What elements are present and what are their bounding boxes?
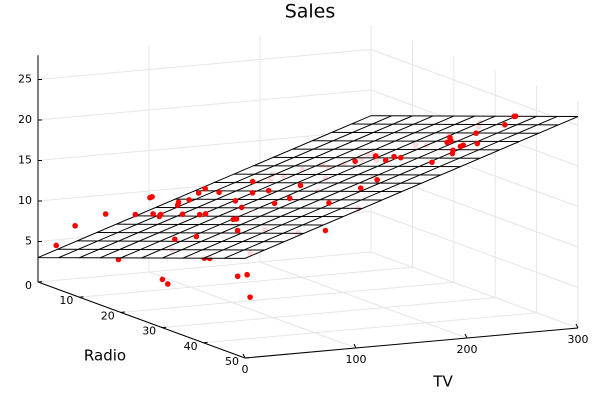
- grid-line: [370, 251, 579, 329]
- data-point: [512, 113, 519, 119]
- x-tick-label: 300: [568, 333, 589, 346]
- plane-grid: [203, 115, 537, 259]
- x-axis: [244, 327, 579, 359]
- data-point: [265, 187, 272, 194]
- y-tick-label: 20: [101, 309, 115, 322]
- data-point: [382, 157, 389, 164]
- grid-line: [162, 297, 496, 329]
- plane-grid: [182, 115, 517, 259]
- data-point: [271, 200, 278, 207]
- data-point: [132, 211, 139, 218]
- grid-line: [370, 49, 579, 126]
- tick: [575, 323, 579, 329]
- data-point: [72, 222, 78, 229]
- plane-grid: [120, 115, 454, 259]
- data-point: [249, 190, 256, 196]
- y-axis-label: Radio: [84, 347, 126, 365]
- y-tick-label: 50: [225, 355, 239, 368]
- data-point: [247, 294, 253, 300]
- data-point: [175, 199, 182, 206]
- data-point: [372, 153, 379, 159]
- data-point: [172, 236, 178, 243]
- x-axis-label: TV: [432, 373, 453, 391]
- grid-line: [120, 281, 454, 313]
- plane-grid: [224, 115, 558, 259]
- x-tick-label: 100: [346, 353, 367, 366]
- data-point: [374, 176, 380, 183]
- z-tick-label: 25: [18, 73, 32, 86]
- data-point: [502, 121, 508, 128]
- x-tick-label: 0: [242, 363, 249, 376]
- x-tick-label: 200: [457, 343, 478, 356]
- data-point: [297, 182, 304, 189]
- data-point: [216, 189, 222, 196]
- data-point: [164, 281, 171, 287]
- tick: [353, 343, 357, 349]
- y-axis: [37, 281, 246, 359]
- grid-line: [79, 266, 413, 298]
- z-tick-label: 5: [25, 235, 32, 248]
- plane-grid: [99, 115, 434, 259]
- grid-line: [37, 89, 372, 121]
- chart-title: Sales: [285, 1, 336, 23]
- data-point: [326, 200, 332, 206]
- grid-line: [370, 211, 579, 288]
- data-point: [249, 178, 256, 185]
- data-point: [102, 211, 109, 217]
- data-point: [147, 194, 153, 201]
- data-point: [474, 140, 481, 147]
- data-point: [157, 211, 164, 218]
- data-point: [195, 190, 202, 196]
- data-point: [473, 130, 479, 136]
- grid-line: [148, 271, 357, 349]
- data-point: [53, 242, 60, 249]
- z-tick-label: 15: [18, 154, 32, 167]
- y-tick-label: 40: [184, 340, 198, 353]
- data-point: [150, 211, 156, 217]
- grid-line: [203, 312, 537, 344]
- data-point: [233, 216, 240, 222]
- data-point: [159, 276, 166, 283]
- data-point: [322, 227, 329, 234]
- data-point: [234, 227, 241, 234]
- data-point: [397, 154, 404, 161]
- y-tick-label: 30: [142, 325, 156, 338]
- grid-line: [37, 130, 372, 161]
- grid-line: [259, 261, 468, 339]
- data-point: [186, 197, 192, 203]
- data-point: [357, 185, 364, 191]
- data-point: [448, 137, 454, 144]
- data-point: [234, 273, 241, 280]
- data-point: [391, 153, 397, 160]
- plane-grid: [162, 115, 496, 259]
- data-point: [193, 233, 200, 240]
- data-point: [352, 158, 358, 164]
- grid-line: [37, 49, 372, 80]
- grid-line: [37, 251, 372, 283]
- plane-grid: [58, 115, 392, 259]
- data-point: [202, 210, 209, 217]
- z-tick-label: 10: [18, 194, 32, 207]
- data-point: [179, 211, 186, 218]
- data-point: [196, 211, 203, 218]
- tick: [464, 333, 468, 339]
- data-point: [244, 271, 250, 278]
- data-point: [232, 197, 239, 204]
- tick: [242, 353, 246, 359]
- data-point: [457, 143, 464, 150]
- data-point: [238, 204, 245, 211]
- plane-grid: [79, 115, 413, 259]
- z-tick-label: 20: [18, 113, 32, 126]
- data-point: [202, 185, 209, 192]
- y-tick-label: 0: [25, 279, 32, 292]
- data-point: [286, 195, 293, 202]
- data-point: [450, 147, 456, 154]
- y-tick-label: 10: [59, 294, 73, 307]
- data-point: [429, 159, 435, 166]
